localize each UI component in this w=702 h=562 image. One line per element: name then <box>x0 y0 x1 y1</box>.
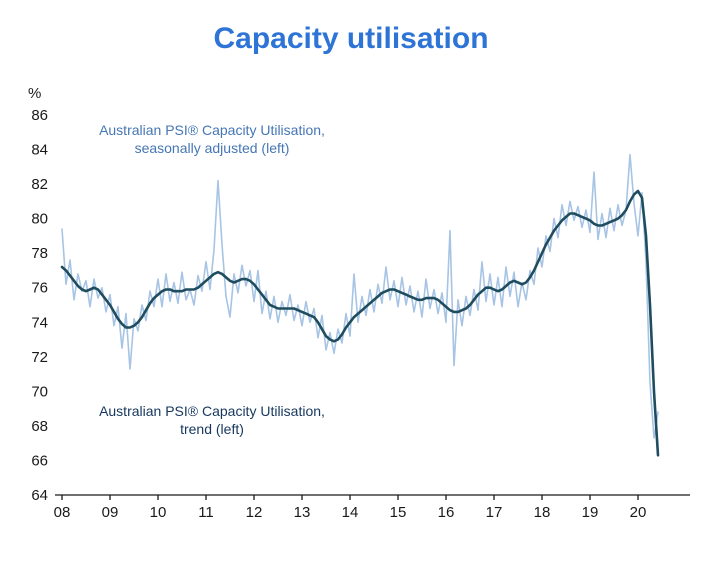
x-axis-tick-label: 09 <box>102 504 119 521</box>
y-axis-tick-label: 66 <box>31 452 48 469</box>
series-label-trend: Australian PSI® Capacity Utilisation, tr… <box>62 402 362 438</box>
y-axis-unit-label: % <box>28 85 41 102</box>
x-axis-tick-label: 14 <box>342 504 359 521</box>
series-label-sa-line1: Australian PSI® Capacity Utilisation, <box>99 122 325 138</box>
x-axis-tick-label: 08 <box>54 504 71 521</box>
x-axis-tick-label: 18 <box>534 504 551 521</box>
y-axis-tick-label: 76 <box>31 280 48 297</box>
y-axis-tick-label: 74 <box>31 314 48 331</box>
series-line-trend <box>60 189 660 457</box>
y-axis-tick-label: 70 <box>31 383 48 400</box>
x-axis-tick-label: 13 <box>294 504 311 521</box>
y-axis-tick-label: 72 <box>31 349 48 366</box>
x-axis-tick-label: 17 <box>486 504 503 521</box>
x-axis-tick-label: 20 <box>630 504 647 521</box>
y-axis-tick-label: 84 <box>31 142 48 159</box>
x-axis-tick-label: 12 <box>246 504 263 521</box>
x-axis-tick-label: 10 <box>150 504 167 521</box>
series-label-trend-line2: trend (left) <box>180 421 244 437</box>
chart-title: Capacity utilisation <box>213 22 489 55</box>
x-axis-tick-label: 19 <box>582 504 599 521</box>
x-axis-tick-label: 16 <box>438 504 455 521</box>
x-axis-tick-label: 11 <box>198 504 214 521</box>
y-axis-tick-label: 82 <box>31 176 48 193</box>
series-label-sa-line2: seasonally adjusted (left) <box>134 140 290 156</box>
x-axis-tick-label: 15 <box>390 504 407 521</box>
series-label-seasonally-adjusted: Australian PSI® Capacity Utilisation, se… <box>62 121 362 157</box>
y-axis-tick-label: 64 <box>31 487 48 504</box>
y-axis-tick-label: 86 <box>31 107 48 124</box>
series-line-seasonally-adjusted <box>61 153 659 439</box>
y-axis-tick-label: 78 <box>31 245 48 262</box>
y-axis-tick-label: 68 <box>31 418 48 435</box>
y-axis-tick-label: 80 <box>31 211 48 228</box>
series-label-trend-line1: Australian PSI® Capacity Utilisation, <box>99 403 325 419</box>
